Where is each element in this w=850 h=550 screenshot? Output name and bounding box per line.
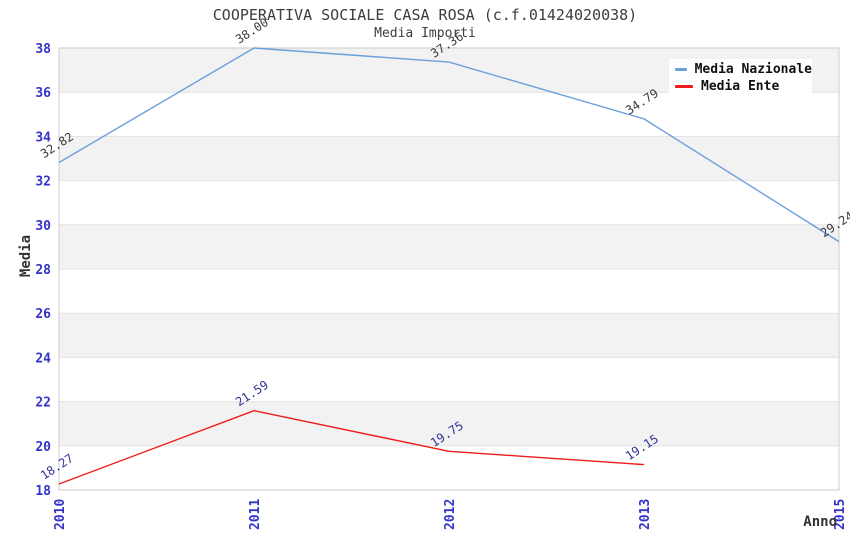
y-tick-label: 18 (35, 484, 51, 499)
y-tick-label: 28 (35, 263, 51, 278)
data-label-1-2010: 18.27 (38, 451, 76, 482)
grid-band (59, 224, 839, 269)
grid-band (59, 401, 839, 446)
x-axis-title: Anno (803, 514, 837, 530)
legend-item-media-nazionale: Media Nazionale (675, 61, 812, 78)
y-tick-label: 22 (35, 396, 51, 411)
y-tick-label: 38 (35, 42, 51, 57)
y-tick-label: 32 (35, 175, 51, 190)
x-tick-label-2015: 2015 (833, 499, 848, 530)
x-tick-label-2012: 2012 (443, 499, 458, 530)
legend: Media Nazionale Media Ente (669, 59, 812, 95)
legend-label-media-nazionale: Media Nazionale (694, 62, 812, 77)
y-tick-label: 30 (35, 219, 51, 234)
y-tick-label: 26 (35, 307, 51, 322)
y-tick-label: 24 (35, 351, 51, 366)
grid-band (59, 136, 839, 181)
legend-line-swatch-red (675, 85, 693, 88)
y-axis-title: Media (18, 234, 34, 278)
y-tick-label: 20 (35, 440, 51, 455)
y-tick-label: 36 (35, 86, 51, 101)
legend-label-media-ente: Media Ente (701, 79, 780, 94)
chart-title: COOPERATIVA SOCIALE CASA ROSA (c.f.01424… (212, 6, 638, 24)
chart-subtitle: Media Importi (374, 26, 476, 41)
legend-line-swatch-blue (675, 68, 687, 71)
legend-item-media-ente: Media Ente (675, 78, 812, 95)
plot-border (58, 47, 840, 491)
y-tick-label: 34 (35, 130, 51, 145)
x-tick-label-2010: 2010 (53, 499, 68, 530)
x-tick-label-2013: 2013 (638, 499, 653, 530)
grid-band (59, 313, 839, 358)
x-tick-label-2011: 2011 (248, 499, 263, 530)
series-line-0 (58, 47, 840, 243)
series-line-1 (58, 410, 645, 485)
